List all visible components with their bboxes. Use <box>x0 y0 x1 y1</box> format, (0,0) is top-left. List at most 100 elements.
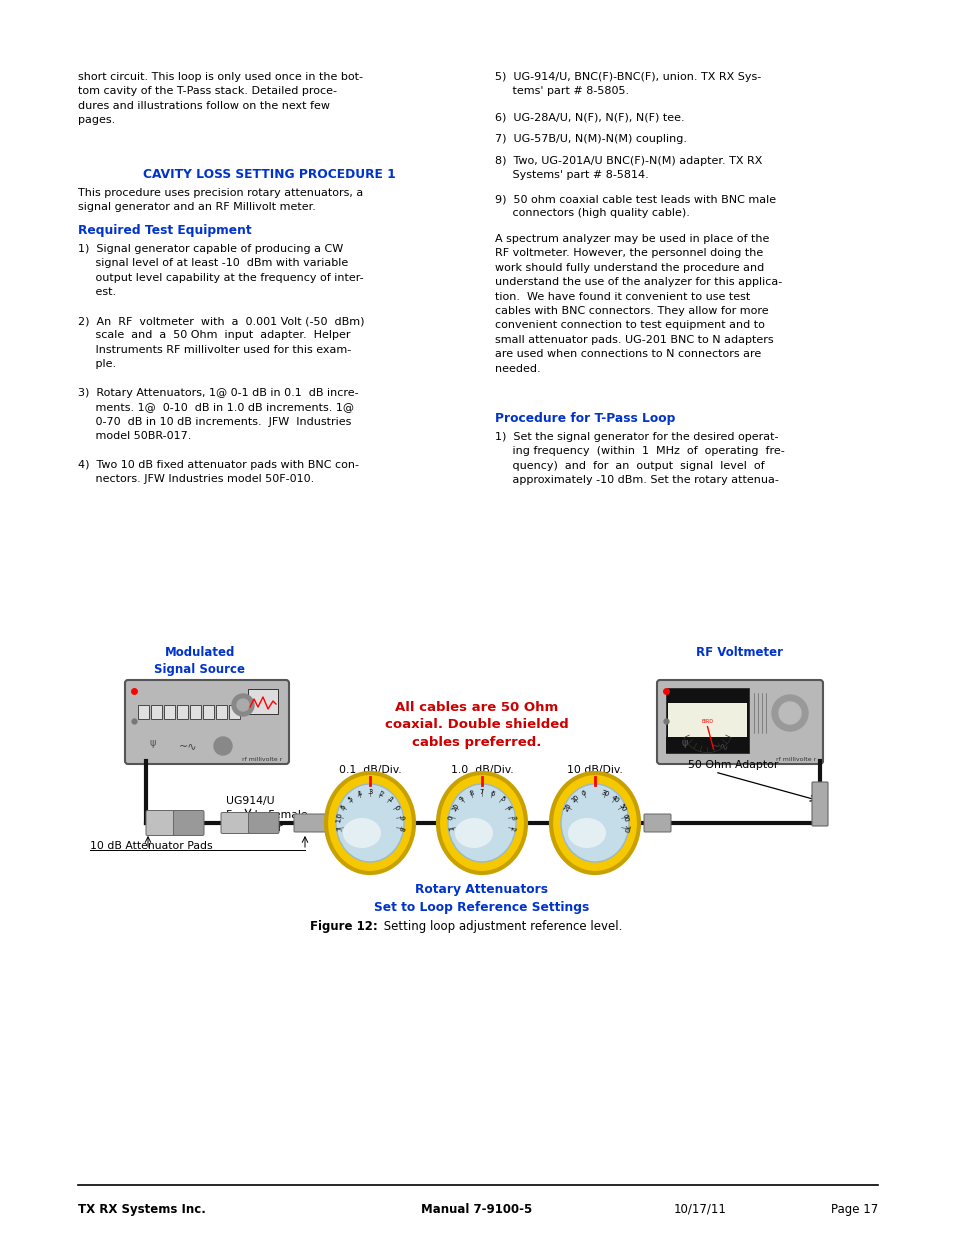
Bar <box>665 688 748 753</box>
Text: 0.1  dB/Div.: 0.1 dB/Div. <box>338 764 401 776</box>
Text: 2)  An  RF  voltmeter  with  a  0.001 Volt (-50  dBm)
     scale  and  a  50 Ohm: 2) An RF voltmeter with a 0.001 Volt (-5… <box>78 316 364 369</box>
Text: 5: 5 <box>497 795 505 803</box>
Ellipse shape <box>560 784 628 862</box>
Text: 1)  Signal generator capable of producing a CW
     signal level of at least -10: 1) Signal generator capable of producing… <box>78 245 363 298</box>
Ellipse shape <box>455 818 493 848</box>
Ellipse shape <box>326 773 414 873</box>
FancyBboxPatch shape <box>294 814 326 832</box>
Text: 6)  UG-28A/U, N(F), N(F), N(F) tee.: 6) UG-28A/U, N(F), N(F), N(F) tee. <box>495 112 684 122</box>
Text: .3: .3 <box>367 789 373 795</box>
Text: TX RX Systems Inc.: TX RX Systems Inc. <box>78 1203 206 1216</box>
Ellipse shape <box>551 773 639 873</box>
Text: 40: 40 <box>609 794 619 804</box>
Ellipse shape <box>437 773 525 873</box>
Text: ~∿: ~∿ <box>178 741 197 751</box>
Bar <box>138 705 149 719</box>
Text: RF Voltmeter: RF Voltmeter <box>696 646 782 659</box>
Circle shape <box>236 699 249 711</box>
Text: UG914/U
Female-Female
Connector: UG914/U Female-Female Connector <box>226 797 309 834</box>
Text: 8: 8 <box>468 790 474 798</box>
Text: 1.0: 1.0 <box>335 811 343 824</box>
Text: 1)  Set the signal generator for the desired operat-
     ing frequency  (within: 1) Set the signal generator for the desi… <box>495 432 784 485</box>
Text: .8: .8 <box>396 825 404 832</box>
FancyBboxPatch shape <box>173 810 204 836</box>
Text: ψ: ψ <box>681 739 687 748</box>
Circle shape <box>213 737 232 755</box>
Text: Figure 12:: Figure 12: <box>310 920 377 932</box>
Text: 9)  50 ohm coaxial cable test leads with BNC male
     connectors (high quality : 9) 50 ohm coaxial cable test leads with … <box>495 194 776 219</box>
Text: Modulated
Signal Source: Modulated Signal Source <box>154 646 245 676</box>
Text: ψ: ψ <box>150 739 156 748</box>
Text: 10/17/11: 10/17/11 <box>673 1203 725 1216</box>
Text: 20: 20 <box>563 803 572 813</box>
Bar <box>215 705 227 719</box>
Text: .2: .2 <box>376 790 384 798</box>
Text: 1.0  dB/Div.: 1.0 dB/Div. <box>450 764 513 776</box>
Text: Procedure for T-Pass Loop: Procedure for T-Pass Loop <box>495 412 675 425</box>
Text: .4: .4 <box>355 790 363 798</box>
Bar <box>190 705 201 719</box>
Text: .6: .6 <box>338 803 347 811</box>
FancyBboxPatch shape <box>125 680 289 764</box>
Text: .1: .1 <box>385 795 394 804</box>
Text: 4)  Two 10 dB fixed attenuator pads with BNC con-
     nectors. JFW Industries m: 4) Two 10 dB fixed attenuator pads with … <box>78 459 358 484</box>
Bar <box>665 737 748 753</box>
Text: .7: .7 <box>335 825 343 832</box>
Text: 1: 1 <box>448 826 455 831</box>
Bar <box>248 689 277 714</box>
Text: BIRD: BIRD <box>700 719 713 724</box>
Text: This procedure uses precision rotary attenuators, a
signal generator and an RF M: This procedure uses precision rotary att… <box>78 188 363 212</box>
Text: 3)  Rotary Attenuators, 1@ 0-1 dB in 0.1  dB incre-
     ments. 1@  0-10  dB in : 3) Rotary Attenuators, 1@ 0-1 dB in 0.1 … <box>78 388 358 441</box>
Text: Setting loop adjustment reference level.: Setting loop adjustment reference level. <box>379 920 621 932</box>
FancyBboxPatch shape <box>643 814 670 832</box>
Text: ~∿: ~∿ <box>710 741 728 751</box>
Text: 5)  UG-914/U, BNC(F)-BNC(F), union. TX RX Sys-
     tems' part # 8-5805.: 5) UG-914/U, BNC(F)-BNC(F), union. TX RX… <box>495 72 760 96</box>
Text: 10: 10 <box>450 803 459 813</box>
Bar <box>229 705 240 719</box>
Text: 50 Ohm Adaptor: 50 Ohm Adaptor <box>687 760 778 769</box>
Ellipse shape <box>448 784 516 862</box>
Text: rf millivolte r: rf millivolte r <box>775 757 815 762</box>
Text: 7)  UG-57B/U, N(M)-N(M) coupling.: 7) UG-57B/U, N(M)-N(M) coupling. <box>495 135 686 144</box>
FancyBboxPatch shape <box>811 782 827 826</box>
Bar <box>667 703 746 750</box>
Text: rf millivolte r: rf millivolte r <box>241 757 282 762</box>
Text: 2: 2 <box>509 826 516 831</box>
Text: 8)  Two, UG-201A/U BNC(F)-N(M) adapter. TX RX
     Systems' part # 8-5814.: 8) Two, UG-201A/U BNC(F)-N(M) adapter. T… <box>495 156 761 180</box>
Text: 70: 70 <box>621 824 629 834</box>
Text: 3: 3 <box>509 815 516 820</box>
Text: 30: 30 <box>600 789 610 798</box>
Bar <box>151 705 162 719</box>
Ellipse shape <box>567 818 605 848</box>
Text: 10 dB/Div.: 10 dB/Div. <box>566 764 622 776</box>
FancyBboxPatch shape <box>248 813 278 834</box>
Text: 60: 60 <box>621 813 629 823</box>
FancyBboxPatch shape <box>657 680 822 764</box>
Text: 7: 7 <box>479 789 483 795</box>
Bar <box>164 705 174 719</box>
Text: 10 dB Attenuator Pads: 10 dB Attenuator Pads <box>90 841 213 851</box>
Ellipse shape <box>343 818 380 848</box>
Text: Rotary Attenuators
Set to Loop Reference Settings: Rotary Attenuators Set to Loop Reference… <box>374 883 589 914</box>
Text: short circuit. This loop is only used once in the bot-
tom cavity of the T-Pass : short circuit. This loop is only used on… <box>78 72 363 125</box>
Bar <box>177 705 188 719</box>
Text: 4: 4 <box>505 804 512 811</box>
Bar <box>203 705 213 719</box>
FancyBboxPatch shape <box>146 810 176 836</box>
Text: A spectrum analyzer may be used in place of the
RF voltmeter. However, the perso: A spectrum analyzer may be used in place… <box>495 233 781 374</box>
Text: Required Test Equipment: Required Test Equipment <box>78 224 252 237</box>
Circle shape <box>771 695 807 731</box>
FancyBboxPatch shape <box>221 813 252 834</box>
Circle shape <box>232 694 253 716</box>
Text: CAVITY LOSS SETTING PROCEDURE 1: CAVITY LOSS SETTING PROCEDURE 1 <box>143 168 395 182</box>
Text: Manual 7-9100-5: Manual 7-9100-5 <box>421 1203 532 1216</box>
Text: 9: 9 <box>458 795 465 803</box>
Text: Page 17: Page 17 <box>830 1203 877 1216</box>
Ellipse shape <box>335 784 403 862</box>
Text: 6: 6 <box>489 790 496 798</box>
Text: 0: 0 <box>448 815 455 820</box>
Text: All cables are 50 Ohm
coaxial. Double shielded
cables preferred.: All cables are 50 Ohm coaxial. Double sh… <box>385 701 568 748</box>
Text: 10: 10 <box>569 794 579 804</box>
Text: 0: 0 <box>393 804 400 811</box>
Text: .5: .5 <box>345 795 355 804</box>
